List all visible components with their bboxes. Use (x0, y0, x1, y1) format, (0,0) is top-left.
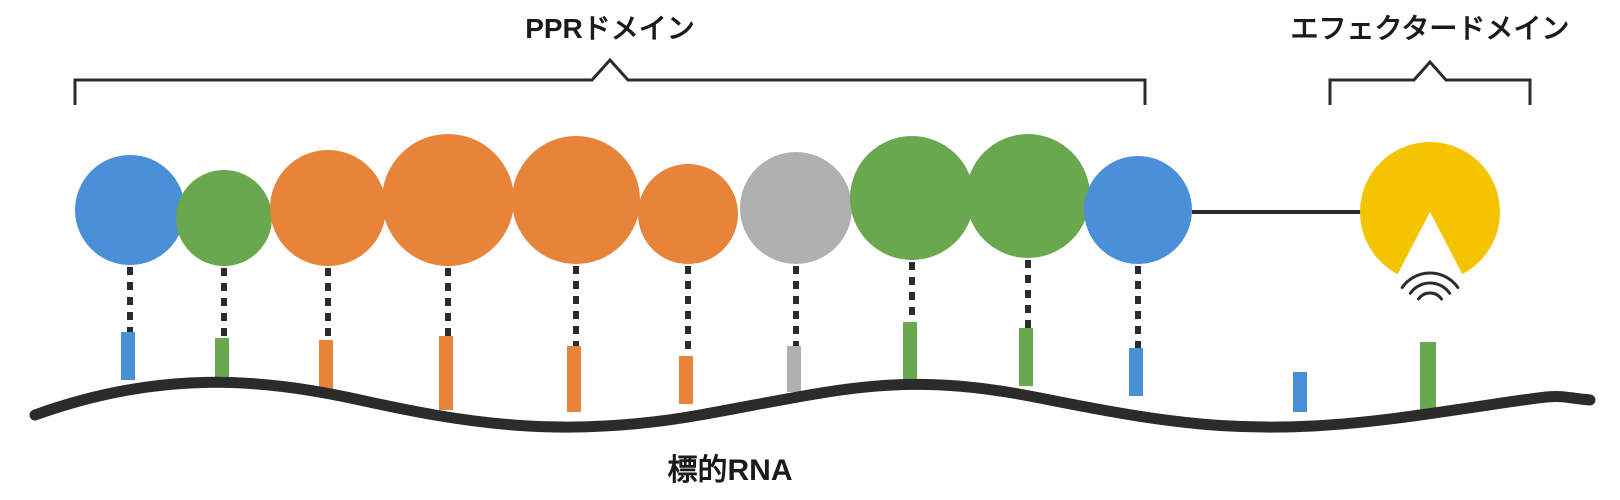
rna-base (903, 322, 917, 384)
ppr-domain-circle (75, 155, 185, 265)
rna-base (567, 346, 581, 412)
rna-base (319, 340, 333, 394)
ppr-domain-circle (740, 152, 852, 264)
rna-base (679, 356, 693, 404)
ppr-domain-circle (270, 150, 386, 266)
ppr-domain-circle (966, 134, 1090, 258)
rna-base (1019, 328, 1033, 386)
effector-domain-label: エフェクタードメイン (1291, 13, 1570, 44)
ppr-domain-circle (1084, 156, 1192, 264)
rna-base (439, 336, 453, 410)
ppr-domain-circle (382, 134, 514, 266)
ppr-domain-circle (176, 170, 272, 266)
target-rna-label: 標的RNA (668, 454, 793, 487)
rna-base (787, 346, 801, 392)
rna-base (1129, 348, 1143, 396)
ppr-domain-label: PPRドメイン (525, 13, 695, 44)
rna-base (1420, 342, 1436, 410)
rna-base (1293, 372, 1307, 412)
ppr-domain-circle (512, 136, 640, 264)
rna-base (121, 332, 135, 380)
ppr-domain-circle (638, 164, 738, 264)
ppr-domain-circle (850, 136, 974, 260)
